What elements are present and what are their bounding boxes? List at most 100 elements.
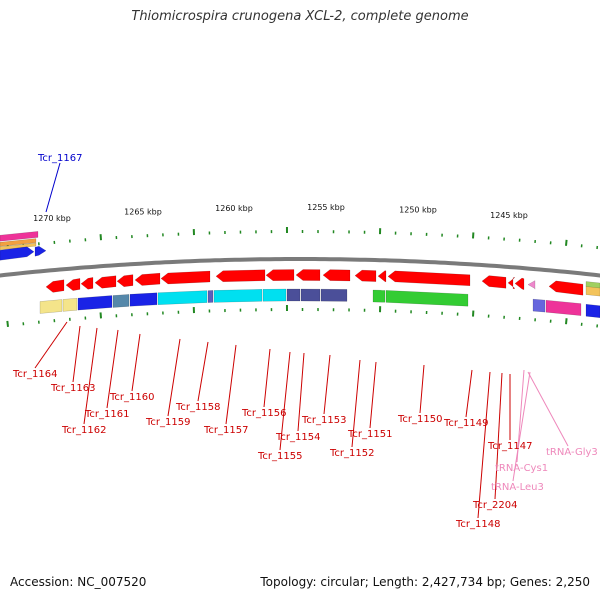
- gene-arrow: [45, 279, 65, 293]
- gene-label: Tcr_2204: [472, 500, 517, 511]
- gene-label: Tcr_1156: [241, 408, 286, 419]
- gene-arrow: [134, 272, 161, 286]
- gene-arrow: [507, 277, 516, 290]
- gene-block: [532, 298, 546, 313]
- leader-line: [225, 344, 237, 425]
- leader-line: [131, 333, 141, 392]
- gene-block: [213, 289, 263, 303]
- trna-block: [527, 280, 536, 290]
- leader-line: [72, 325, 81, 383]
- gene-label: Tcr_1155: [257, 451, 302, 462]
- gene-block: [385, 290, 469, 307]
- leader-line: [297, 352, 305, 432]
- gene-label: Tcr_1160: [109, 392, 154, 403]
- gene-arrow: [265, 269, 295, 281]
- gene-block: [129, 292, 158, 307]
- map-title: Thiomicrospira crunogena XCL-2, complete…: [131, 9, 469, 24]
- gene-arrow: [160, 270, 211, 285]
- leader-line: [34, 321, 68, 369]
- gene-block: [0, 242, 37, 251]
- gene-arrow: [116, 274, 134, 287]
- kbp-label: 1265 kbp: [124, 207, 162, 216]
- gene-block: [112, 294, 130, 308]
- kbp-label: 1250 kbp: [399, 205, 437, 214]
- gene-label: Tcr_1148: [455, 519, 500, 530]
- gene-label: Tcr_1149: [443, 418, 488, 429]
- gene-block: [585, 303, 600, 318]
- gene-arrow: [94, 275, 117, 289]
- leader-line: [465, 369, 473, 418]
- gene-block: [585, 281, 600, 289]
- leader-line: [263, 348, 271, 408]
- gene-label: Tcr_1167: [37, 153, 82, 164]
- inner-tick: [565, 318, 568, 325]
- gene-block: [320, 288, 348, 302]
- leader-line: [323, 354, 331, 415]
- gene-block: [372, 289, 386, 303]
- leader-line: [167, 338, 181, 417]
- gene-label: tRNA-Cys1: [495, 463, 548, 474]
- gene-arrow: [215, 269, 266, 283]
- kbp-label: 1245 kbp: [490, 211, 528, 220]
- gene-block: [0, 231, 39, 242]
- label-leader-lines: [34, 162, 569, 519]
- gene-label: Tcr_1163: [50, 383, 95, 394]
- gene-arrow: [80, 277, 94, 290]
- gene-label: Tcr_1150: [397, 414, 442, 425]
- leader-line: [83, 327, 98, 425]
- gene-label: Tcr_1147: [487, 441, 532, 452]
- leader-line: [512, 371, 531, 482]
- leader-line: [419, 364, 425, 414]
- gene-block: [0, 238, 37, 247]
- gene-features: [0, 231, 600, 318]
- gene-arrow: [322, 269, 351, 282]
- gene-arrow: [295, 269, 321, 281]
- gene-label: Tcr_1164: [12, 369, 57, 380]
- leader-line: [106, 329, 119, 409]
- gene-arrow: [514, 277, 525, 291]
- gene-arrow: [34, 245, 47, 257]
- gene-label: Tcr_1151: [347, 429, 392, 440]
- kbp-label: 1255 kbp: [307, 203, 345, 212]
- outer-tick: [565, 239, 568, 246]
- gene-label: Tcr_1159: [145, 417, 190, 428]
- gene-label: tRNA-Gly3: [546, 447, 598, 458]
- gene-label: Tcr_1152: [329, 448, 374, 459]
- gene-arrow: [548, 280, 584, 296]
- gene-block: [207, 290, 214, 303]
- leader-line: [45, 162, 61, 213]
- gene-block: [262, 288, 287, 302]
- gene-arrow: [377, 270, 387, 283]
- gene-label: tRNA-Leu3: [491, 482, 544, 493]
- gene-arrow: [481, 275, 507, 289]
- gene-label: Tcr_1162: [61, 425, 106, 436]
- kbp-labels: 1270 kbp 1265 kbp 1260 kbp 1255 kbp 1250 kbp…: [33, 203, 528, 223]
- gene-block: [77, 295, 113, 311]
- leader-line: [527, 371, 569, 447]
- inner-tick-marks: [6, 305, 599, 328]
- gene-block: [300, 288, 321, 302]
- leader-line: [477, 371, 491, 519]
- leader-line: [279, 351, 291, 451]
- leader-line: [197, 341, 209, 402]
- gene-label: Tcr_1153: [301, 415, 346, 426]
- gene-arrow: [387, 270, 471, 287]
- outer-tick-marks: [6, 227, 599, 250]
- leader-line: [351, 359, 361, 448]
- gene-block: [62, 297, 78, 312]
- accession-text: Accession: NC_007520: [10, 575, 147, 589]
- gene-block: [157, 290, 208, 305]
- gene-label: Tcr_1161: [84, 409, 129, 420]
- gene-block: [39, 299, 63, 314]
- gene-arrow: [0, 246, 35, 261]
- gene-block: [286, 288, 301, 302]
- gene-labels: Tcr_1167 Tcr_1164 Tcr_1163 Tcr_1162 Tcr_1161…: [12, 153, 598, 530]
- leader-line: [369, 361, 377, 429]
- gene-block: [545, 299, 582, 316]
- kbp-label: 1260 kbp: [215, 204, 253, 213]
- kbp-label: 1270 kbp: [33, 214, 71, 223]
- genome-summary-text: Topology: circular; Length: 2,427,734 bp…: [260, 575, 590, 589]
- gene-arrow: [65, 278, 81, 291]
- gene-arrow: [354, 269, 377, 282]
